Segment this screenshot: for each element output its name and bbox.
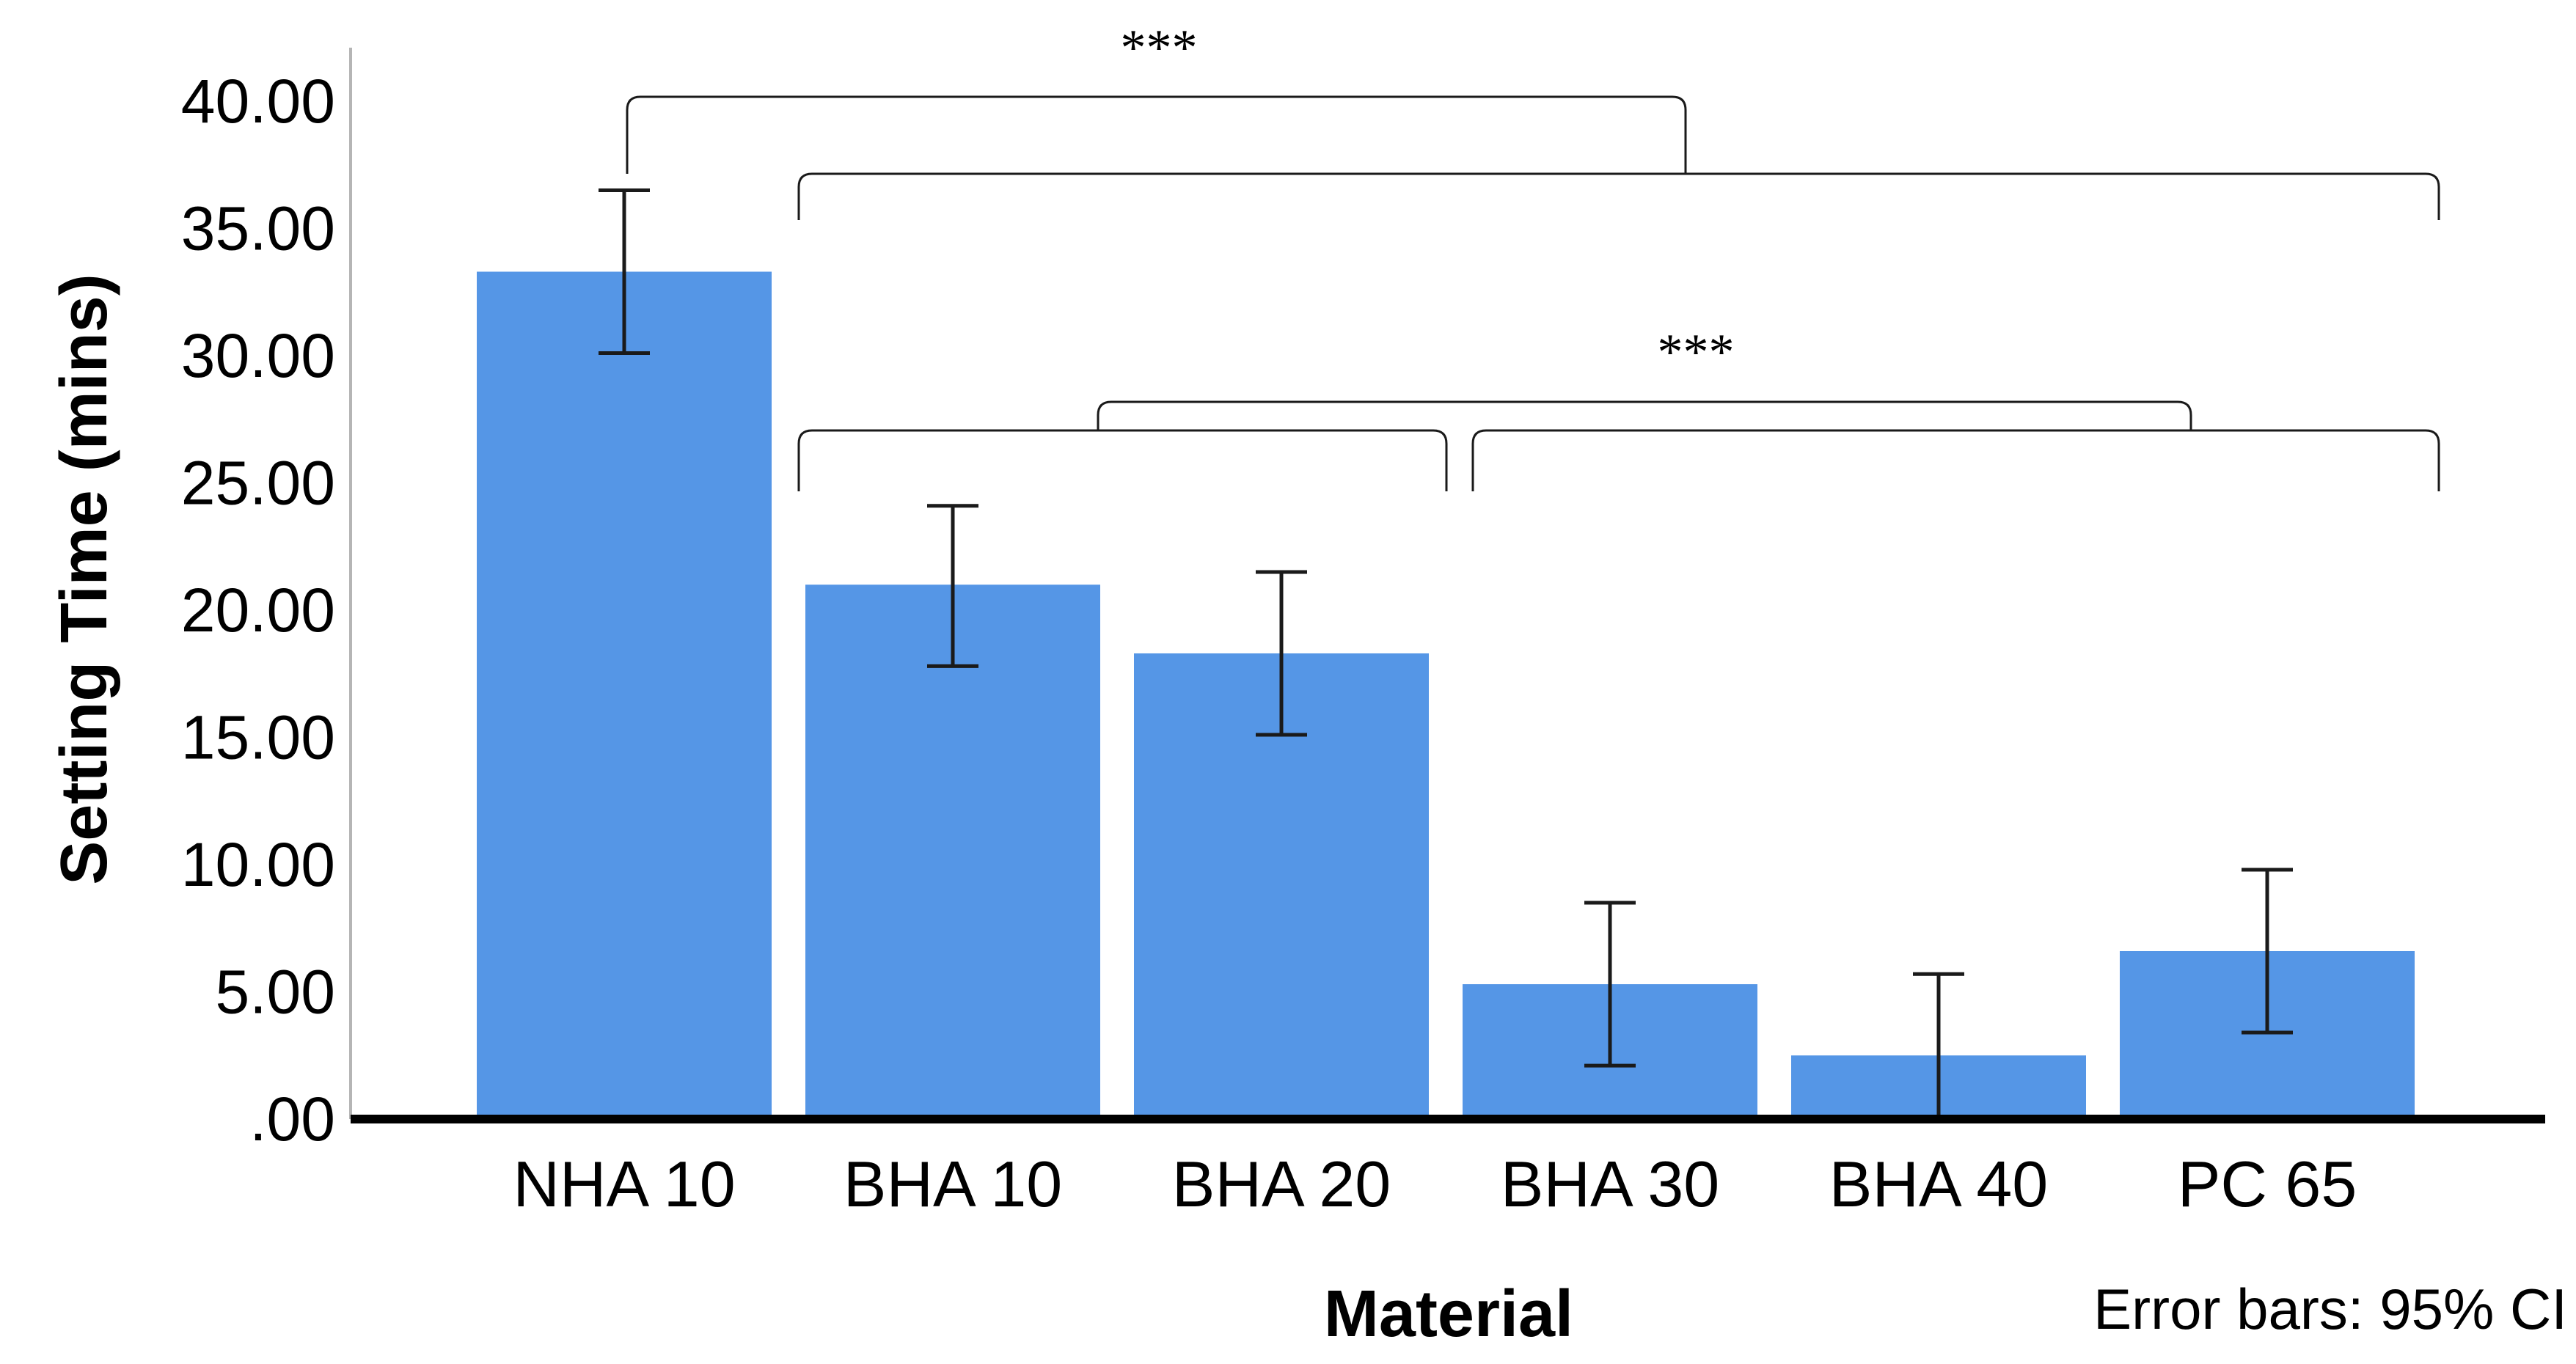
error-bars-note: Error bars: 95% CI [2093,1277,2567,1341]
error-bar [927,504,978,668]
x-tick-label: BHA 20 [1172,1148,1391,1220]
error-bar [2242,868,2293,1035]
y-tick-label: 20.00 [181,576,335,645]
y-tick-label: 10.00 [181,830,335,899]
x-tick-label: NHA 10 [513,1148,735,1220]
x-tick-label: BHA 10 [844,1148,1062,1220]
x-tick-label: PC 65 [2178,1148,2357,1220]
y-tick-label: 30.00 [181,321,335,390]
y-tick-label: 35.00 [181,194,335,263]
group-bracket-bha30-pc65 [1471,429,2440,491]
y-tick-label: 25.00 [181,449,335,518]
bar [805,584,1100,1119]
y-axis-title: Setting Time (mins) [48,274,121,884]
y-tick-label: .00 [249,1085,335,1154]
y-tick-label: 40.00 [181,67,335,136]
error-bar [1584,901,1636,1068]
x-tick-label: BHA 40 [1829,1148,2048,1220]
group-bracket-bha10-pc65 [797,172,2440,220]
significance-label-middle: *** [1658,324,1735,381]
significance-label-top: *** [1121,20,1198,76]
y-tick-label: 5.00 [216,958,336,1027]
significance-bracket-top [626,95,1687,174]
error-bar [1256,570,1307,737]
bar [477,271,772,1119]
x-axis-title: Material [1324,1277,1573,1351]
group-bracket-bha10-bha20 [797,429,1448,491]
significance-bracket-middle [1097,400,2192,430]
y-tick-label: 15.00 [181,703,335,772]
error-bar [599,188,650,356]
x-tick-label: BHA 30 [1501,1148,1719,1220]
